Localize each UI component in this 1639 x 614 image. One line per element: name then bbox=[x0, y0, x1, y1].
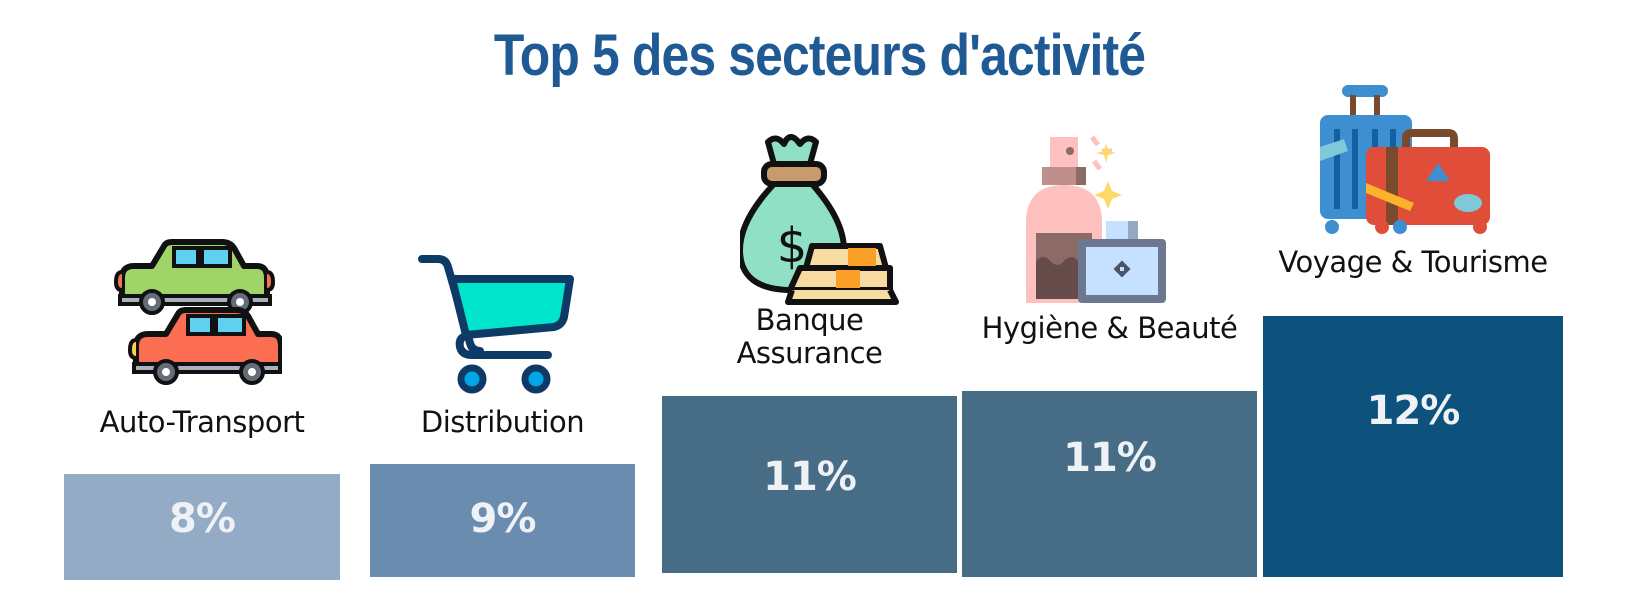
sector-label-line2: Assurance bbox=[736, 336, 883, 370]
bar-value: 11% bbox=[1063, 435, 1157, 481]
bar-banque-assurance: 11% bbox=[662, 396, 957, 573]
bar-hygiene-beaute: 11% bbox=[962, 391, 1257, 577]
sector-label: Banque Assurance bbox=[662, 304, 957, 370]
bar-voyage-tourisme: 12% bbox=[1263, 316, 1563, 577]
shopping-cart-icon bbox=[418, 255, 574, 394]
sector-label: Auto-Transport bbox=[99, 405, 305, 439]
sector-label: Voyage & Tourisme bbox=[1278, 245, 1548, 279]
perfume-cosmetics-icon bbox=[1026, 135, 1166, 303]
bar-auto-transport: 8% bbox=[64, 474, 340, 580]
sector-label: Hygiène & Beauté bbox=[981, 311, 1238, 345]
sector-label: Distribution bbox=[420, 405, 585, 439]
bar-value: 12% bbox=[1366, 388, 1461, 434]
chart-title: Top 5 des secteurs d'activité bbox=[493, 23, 1146, 88]
luggage-icon bbox=[1320, 85, 1490, 234]
sector-label-line1: Banque bbox=[755, 303, 864, 337]
bar-value: 11% bbox=[763, 454, 857, 500]
money-bag-gold-icon: $ bbox=[740, 134, 899, 305]
bar-value: 8% bbox=[169, 496, 236, 542]
bar-distribution: 9% bbox=[370, 464, 635, 577]
cars-icon bbox=[113, 239, 282, 385]
bar-value: 9% bbox=[469, 496, 537, 542]
svg-text:$: $ bbox=[777, 218, 808, 274]
